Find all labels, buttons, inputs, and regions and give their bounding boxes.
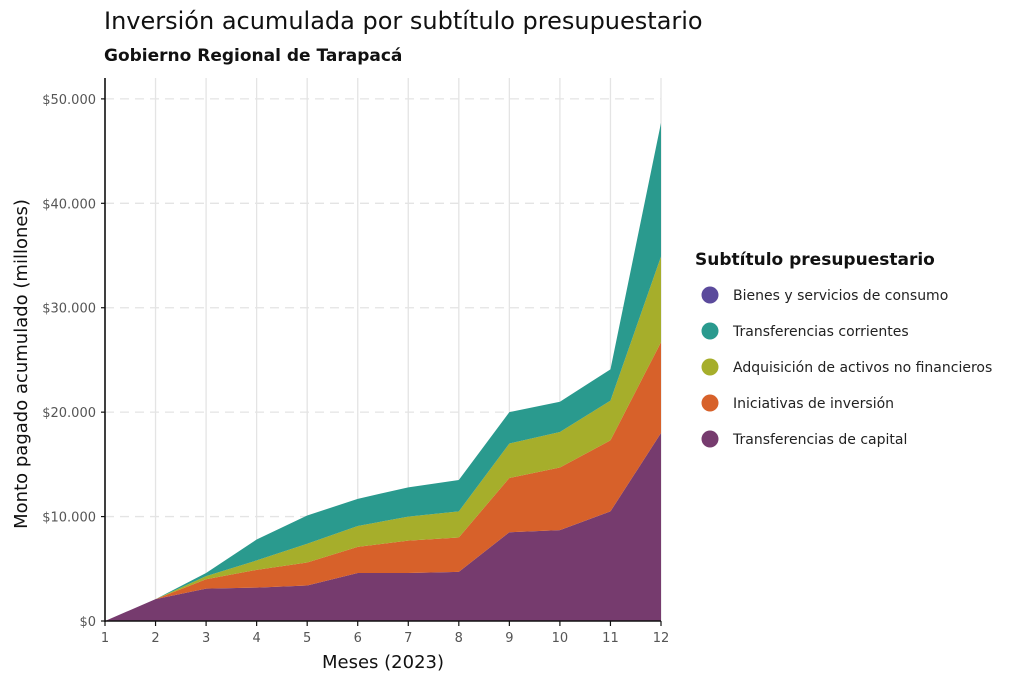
x-tick-label-7: 8 [455, 631, 463, 646]
legend-swatch-1 [701, 322, 719, 340]
legend: Subtítulo presupuestario Bienes y servic… [695, 250, 992, 448]
y-tick-label-4: $40.000 [42, 197, 96, 212]
x-tick-label-8: 9 [505, 631, 513, 646]
x-tick-label-2: 3 [202, 631, 210, 646]
y-tick-label-2: $20.000 [42, 406, 96, 421]
x-tick-label-6: 7 [404, 631, 412, 646]
x-tick-label-5: 6 [354, 631, 362, 646]
x-tick-label-9: 10 [552, 631, 569, 646]
chart-subtitle: Gobierno Regional de Tarapacá [104, 46, 402, 66]
area-series-0 [105, 433, 661, 621]
legend-swatch-3 [701, 394, 719, 412]
x-tick-label-3: 4 [252, 631, 260, 646]
legend-swatch-2 [701, 358, 719, 376]
area-series-2 [105, 256, 661, 621]
x-tick-label-11: 12 [653, 631, 670, 646]
x-tick-label-1: 2 [151, 631, 159, 646]
area-series-1 [105, 342, 661, 621]
y-tick-label-1: $10.000 [42, 511, 96, 526]
legend-title: Subtítulo presupuestario [695, 250, 935, 270]
stacked-areas [105, 122, 661, 622]
legend-label-1: Transferencias corrientes [732, 324, 909, 340]
legend-label-2: Adquisición de activos no financieros [733, 360, 992, 376]
legend-swatch-4 [701, 430, 719, 448]
y-tick-label-3: $30.000 [42, 302, 96, 317]
x-axis-title: Meses (2023) [322, 652, 444, 673]
legend-label-4: Transferencias de capital [732, 432, 907, 448]
x-tick-label-4: 5 [303, 631, 311, 646]
chart-title: Inversión acumulada por subtítulo presup… [104, 7, 703, 35]
y-tick-label-5: $50.000 [42, 93, 96, 108]
x-tick-label-0: 1 [101, 631, 109, 646]
y-axis-title: Monto pagado acumulado (millones) [11, 199, 32, 529]
legend-label-3: Iniciativas de inversión [733, 396, 894, 412]
x-tick-label-10: 11 [602, 631, 619, 646]
y-tick-label-0: $0 [79, 615, 96, 630]
legend-swatch-0 [701, 286, 719, 304]
legend-label-0: Bienes y servicios de consumo [733, 288, 948, 304]
